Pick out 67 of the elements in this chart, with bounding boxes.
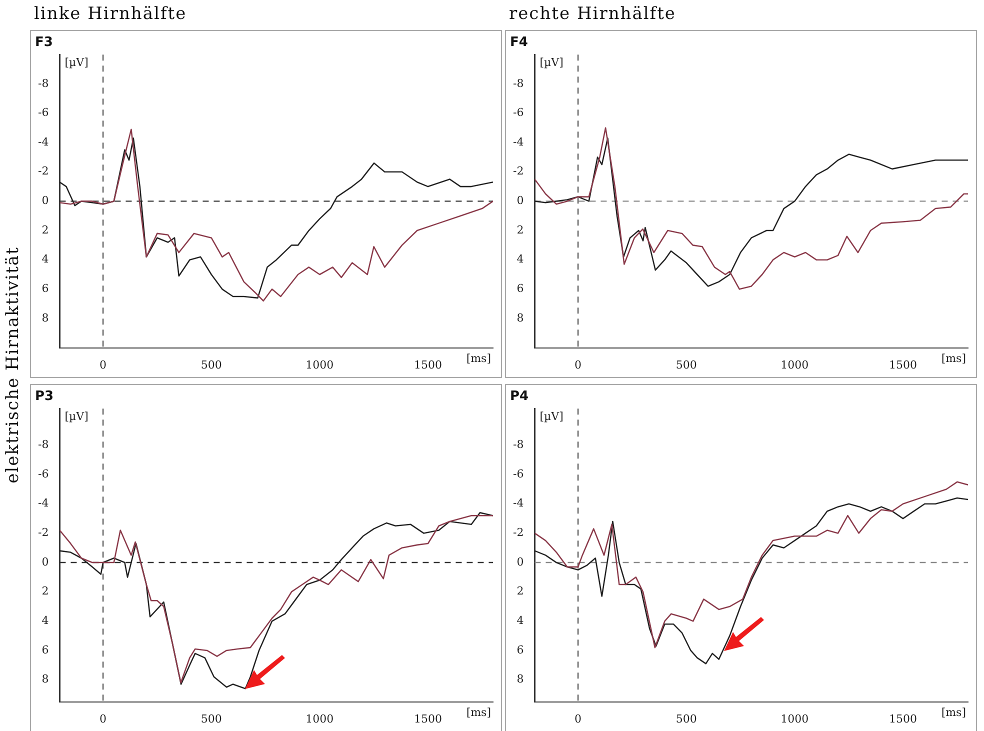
y-tick-label: -2	[38, 526, 49, 540]
x-tick-label: 500	[676, 358, 697, 372]
y-tick-label: 0	[42, 194, 49, 208]
x-axis-title: [ms]	[941, 706, 966, 720]
y-tick-label: -4	[38, 496, 49, 510]
chart-title: F3	[35, 35, 53, 50]
y-tick-label: -2	[38, 164, 49, 178]
y-axis-title: [µV]	[64, 56, 88, 69]
y-tick-label: -2	[512, 164, 524, 178]
x-tick-label: 1500	[414, 358, 442, 372]
y-tick-label: 8	[42, 672, 49, 686]
y-tick-label: 0	[42, 555, 49, 568]
y-axis-title: [µV]	[540, 56, 564, 69]
y-tick-label: 2	[516, 584, 524, 598]
x-tick-label: 1000	[306, 358, 334, 372]
y-tick-label: -4	[512, 135, 524, 148]
x-tick-label: 500	[200, 712, 222, 726]
y-tick-label: -6	[512, 106, 524, 120]
x-axis-title: [ms]	[466, 352, 491, 366]
y-tick-label: 6	[516, 643, 524, 656]
y-tick-label: 6	[516, 282, 524, 296]
y-tick-label: 2	[42, 223, 49, 236]
x-tick-label: 0	[100, 712, 107, 726]
y-tick-label: -8	[38, 76, 49, 90]
y-tick-label: -6	[38, 106, 49, 120]
y-tick-label: -8	[512, 76, 524, 90]
x-tick-label: 500	[200, 358, 222, 372]
y-tick-label: 2	[516, 223, 524, 236]
y-tick-label: -8	[512, 438, 524, 452]
x-tick-label: 1000	[780, 712, 809, 726]
y-axis-title: [µV]	[64, 410, 88, 423]
y-tick-label: 4	[516, 614, 524, 628]
y-tick-label: -2	[512, 526, 524, 540]
y-tick-label: 0	[516, 194, 524, 208]
x-tick-label: 0	[100, 358, 107, 372]
y-tick-label: 2	[42, 584, 49, 598]
x-tick-label: 1000	[780, 358, 809, 372]
y-tick-label: 6	[42, 643, 49, 656]
chart-title: F4	[510, 35, 528, 50]
y-tick-label: 8	[516, 672, 524, 686]
x-tick-label: 0	[574, 358, 582, 372]
y-tick-label: 6	[42, 282, 49, 296]
x-tick-label: 500	[676, 712, 697, 726]
text: rechte Hirnhälfte	[509, 4, 676, 24]
x-tick-label: 0	[574, 712, 582, 726]
text: elektrische Hirnaktivität	[3, 246, 23, 484]
y-tick-label: 4	[516, 252, 524, 266]
x-axis-title: [ms]	[466, 706, 491, 720]
y-tick-label: 0	[516, 555, 524, 568]
y-axis-title: [µV]	[540, 410, 564, 423]
y-tick-label: 8	[516, 311, 524, 324]
chart-title: P4	[510, 389, 529, 404]
y-tick-label: 4	[42, 614, 49, 628]
text: linke Hirnhälfte	[34, 4, 187, 24]
y-tick-label: -6	[512, 467, 524, 480]
y-tick-label: -8	[38, 438, 49, 452]
x-tick-label: 1500	[889, 358, 918, 372]
x-tick-label: 1500	[889, 712, 918, 726]
y-tick-label: 4	[42, 252, 49, 266]
x-tick-label: 1000	[306, 712, 334, 726]
x-tick-label: 1500	[414, 712, 442, 726]
x-axis-title: [ms]	[941, 352, 966, 366]
y-tick-label: -4	[38, 135, 49, 148]
chart-title: P3	[35, 389, 54, 404]
y-tick-label: -6	[38, 467, 49, 480]
y-tick-label: -4	[512, 496, 524, 510]
y-tick-label: 8	[42, 311, 49, 324]
